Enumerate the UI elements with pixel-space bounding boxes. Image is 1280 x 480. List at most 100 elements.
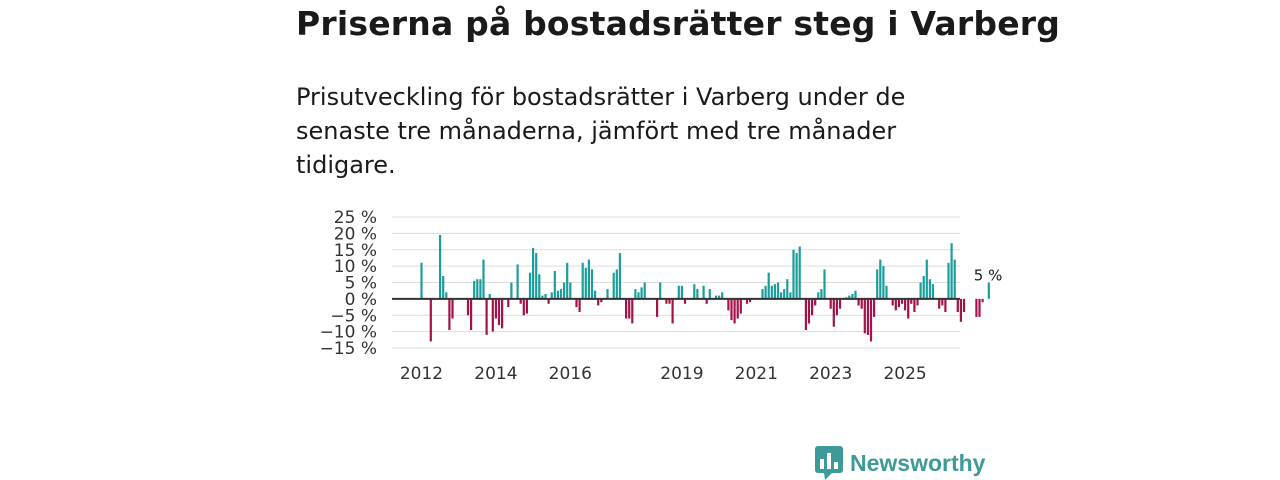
bar — [987, 282, 990, 299]
bar — [733, 298, 736, 324]
bar — [798, 246, 801, 299]
bar — [491, 298, 494, 332]
bar — [708, 289, 711, 299]
bar — [804, 298, 807, 330]
y-tick-label: −10 % — [320, 323, 377, 343]
bar — [532, 248, 535, 299]
bar — [900, 298, 904, 304]
bar — [879, 259, 882, 299]
newsworthy-logo: Newsworthy — [815, 446, 985, 480]
chart-title: Priserna på bostadsrätter steg i Varberg — [296, 4, 1061, 43]
bar — [516, 264, 519, 299]
bar — [618, 253, 621, 299]
bar — [873, 298, 876, 317]
bar — [956, 298, 959, 312]
bar — [922, 275, 925, 299]
bar — [944, 298, 947, 312]
bar — [488, 293, 491, 299]
bar — [466, 298, 470, 316]
x-tick-label: 2016 — [549, 364, 592, 384]
bar — [792, 249, 795, 299]
bar — [764, 285, 767, 299]
y-tick-label: 20 % — [334, 224, 377, 244]
bar — [640, 287, 643, 299]
bar — [547, 298, 550, 304]
bar — [916, 298, 919, 306]
x-tick-label: 2019 — [660, 364, 703, 384]
bar — [894, 298, 897, 311]
bar — [668, 298, 671, 304]
bar — [838, 298, 842, 309]
bar — [786, 279, 789, 299]
bar — [637, 292, 640, 299]
bar — [683, 298, 687, 304]
bar — [780, 292, 783, 299]
bar — [978, 298, 981, 317]
bar — [860, 298, 863, 309]
bar — [606, 289, 609, 299]
chart-bars — [420, 235, 990, 342]
bar — [482, 259, 485, 299]
bar — [820, 289, 823, 299]
bar — [597, 298, 600, 306]
latest-value-label: 5 % — [974, 267, 1003, 285]
bar — [485, 298, 488, 335]
bar — [569, 282, 572, 299]
bar — [776, 282, 780, 299]
bar — [761, 289, 764, 299]
x-axis-labels: 2012 2014 2016 2019 2021 2023 2025 — [400, 364, 927, 384]
bar — [938, 298, 941, 309]
x-tick-label: 2025 — [883, 364, 926, 384]
bar — [563, 282, 566, 299]
bar — [730, 298, 733, 321]
bar — [931, 284, 935, 299]
bar — [807, 298, 811, 324]
bar — [975, 298, 978, 317]
bar — [718, 295, 721, 299]
bar — [702, 285, 705, 299]
y-tick-label: 0 % — [345, 290, 377, 310]
bar — [981, 298, 984, 303]
bar — [439, 235, 442, 299]
bar — [429, 298, 432, 342]
bar — [631, 298, 634, 324]
bar — [863, 298, 866, 334]
y-tick-label: −15 % — [320, 339, 377, 359]
bar — [538, 274, 541, 299]
bar — [696, 289, 699, 299]
bar — [612, 272, 615, 299]
bar — [925, 259, 928, 299]
bar — [677, 285, 680, 299]
bar — [544, 293, 547, 299]
bar — [835, 298, 838, 316]
bar — [854, 290, 857, 299]
bar — [476, 279, 479, 299]
bar — [962, 298, 966, 312]
bar — [749, 298, 752, 303]
bar — [897, 298, 900, 308]
bar — [714, 295, 718, 299]
bar — [665, 298, 668, 304]
bar — [528, 272, 532, 299]
bar — [795, 253, 798, 299]
bar — [928, 279, 931, 299]
brand-name: Newsworthy — [850, 449, 986, 476]
y-tick-label: −5 % — [330, 306, 377, 326]
bar — [590, 269, 594, 299]
bar — [959, 298, 962, 322]
bar — [885, 285, 888, 299]
bar — [721, 292, 724, 299]
bar — [559, 289, 563, 299]
bar — [869, 298, 873, 342]
bar — [578, 298, 581, 312]
bar — [770, 285, 773, 299]
bar — [594, 290, 597, 299]
bar — [550, 292, 553, 299]
bar — [541, 295, 544, 299]
bar — [442, 275, 445, 299]
bar — [600, 298, 603, 303]
bar — [420, 262, 423, 299]
bar — [680, 285, 683, 299]
bar — [919, 282, 922, 299]
